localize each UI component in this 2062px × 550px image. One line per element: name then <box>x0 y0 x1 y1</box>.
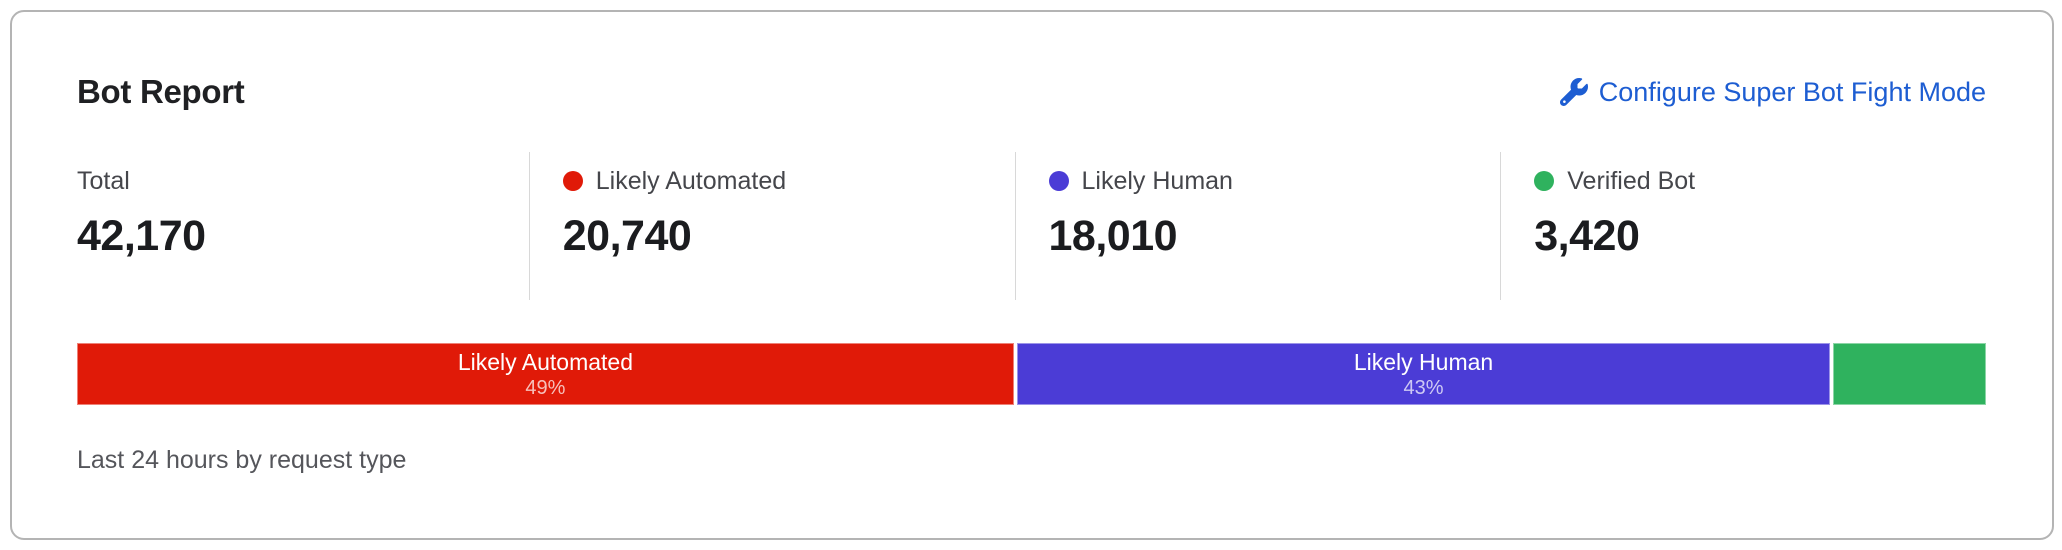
stat-verified-bot: Verified Bot 3,420 <box>1500 152 1986 300</box>
stat-total-label: Total <box>77 167 130 195</box>
stat-likely-human: Likely Human 18,010 <box>1014 152 1501 300</box>
card-header: Bot Report Configure Super Bot Fight Mod… <box>77 72 1986 112</box>
page-title: Bot Report <box>77 73 245 110</box>
bar-segment-likely-human[interactable]: Likely Human 43% <box>1016 343 1831 405</box>
wrench-icon <box>1559 78 1588 106</box>
stat-likely-automated-value: 20,740 <box>562 212 692 260</box>
bot-report-card: Bot Report Configure Super Bot Fight Mod… <box>10 10 2054 540</box>
stat-likely-human-label: Likely Human <box>1081 167 1233 195</box>
stat-verified-bot-label: Verified Bot <box>1567 167 1696 195</box>
stat-likely-human-label-row: Likely Human <box>1048 166 1501 196</box>
stat-verified-bot-value: 3,420 <box>1534 212 1640 260</box>
bar-segment-likely-human-name: Likely Human <box>1353 349 1494 375</box>
bar-segment-likely-automated[interactable]: Likely Automated 49% <box>77 343 1014 405</box>
chart-caption: Last 24 hours by request type <box>77 446 407 474</box>
likely-automated-dot-icon <box>562 171 583 191</box>
bar-segment-verified-bot[interactable] <box>1833 343 1986 405</box>
configure-link-label: Configure Super Bot Fight Mode <box>1598 77 1986 107</box>
stat-total-label-row: Total <box>77 166 529 196</box>
stat-likely-automated-label: Likely Automated <box>595 167 787 195</box>
bar-segment-likely-human-text: Likely Human 43% <box>1354 348 1493 400</box>
bar-segment-likely-automated-percent: 49% <box>525 377 566 399</box>
configure-super-bot-fight-mode-link[interactable]: Configure Super Bot Fight Mode <box>1559 76 1986 108</box>
stat-likely-human-value: 18,010 <box>1048 212 1178 260</box>
stacked-bar-chart: Likely Automated 49% Likely Human 43% <box>77 343 1986 405</box>
stat-verified-bot-label-row: Verified Bot <box>1534 166 1986 196</box>
stats-row: Total 42,170 Likely Automated 20,740 Lik… <box>77 152 1986 300</box>
bar-segment-likely-automated-text: Likely Automated 49% <box>458 348 633 400</box>
likely-human-dot-icon <box>1048 171 1069 191</box>
stat-total: Total 42,170 <box>77 152 529 300</box>
bar-segment-likely-human-percent: 43% <box>1403 377 1444 399</box>
stat-likely-automated-label-row: Likely Automated <box>562 166 1015 196</box>
stat-total-value: 42,170 <box>77 212 206 260</box>
verified-bot-dot-icon <box>1534 171 1555 191</box>
stat-likely-automated: Likely Automated 20,740 <box>528 152 1015 300</box>
bar-segment-likely-automated-name: Likely Automated <box>457 349 634 375</box>
